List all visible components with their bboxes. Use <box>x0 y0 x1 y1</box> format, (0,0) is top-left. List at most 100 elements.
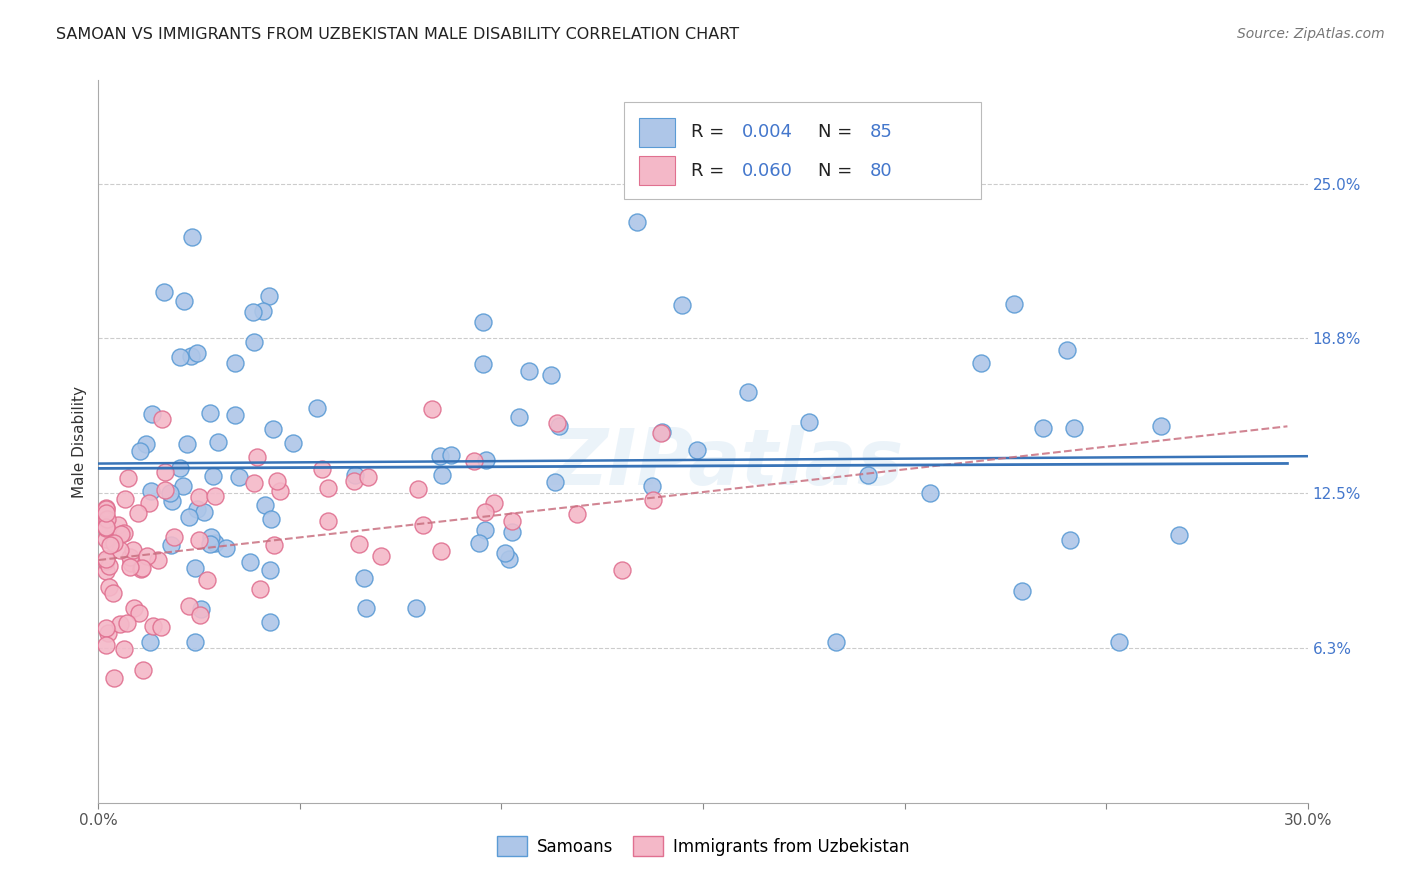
Point <box>188 608 211 623</box>
Point <box>190 602 212 616</box>
Point <box>540 368 562 383</box>
Point <box>135 549 157 563</box>
Point <box>474 505 496 519</box>
Point <box>207 435 229 450</box>
Point <box>565 507 588 521</box>
Point <box>259 563 281 577</box>
Point <box>356 601 378 615</box>
Point <box>186 502 208 516</box>
Point <box>254 498 277 512</box>
Point <box>626 215 648 229</box>
Point <box>246 450 269 464</box>
Point <box>179 510 201 524</box>
Point <box>430 543 453 558</box>
Point <box>472 315 495 329</box>
Point <box>103 671 125 685</box>
Point <box>98 580 121 594</box>
Point <box>498 551 520 566</box>
Text: Source: ZipAtlas.com: Source: ZipAtlas.com <box>1237 27 1385 41</box>
Point <box>96 500 118 515</box>
Point <box>1168 528 1191 542</box>
Point <box>96 521 118 535</box>
Point <box>117 471 139 485</box>
Point <box>141 407 163 421</box>
Point <box>546 416 568 430</box>
Text: 0.060: 0.060 <box>742 161 793 179</box>
Text: N =: N = <box>818 161 858 179</box>
Point <box>96 554 118 568</box>
Point <box>202 468 225 483</box>
Text: 80: 80 <box>870 161 893 179</box>
Point <box>96 512 118 526</box>
Point <box>269 483 291 498</box>
Point <box>107 518 129 533</box>
Point <box>114 491 136 506</box>
Point <box>129 562 152 576</box>
Text: ZIPatlas: ZIPatlas <box>551 425 903 501</box>
Point <box>858 467 880 482</box>
Point <box>316 514 339 528</box>
Point <box>96 552 118 566</box>
Point <box>121 543 143 558</box>
Point <box>224 409 246 423</box>
Point <box>1063 421 1085 435</box>
Point <box>183 635 205 649</box>
Point <box>118 550 141 565</box>
Point <box>430 467 453 482</box>
Point <box>179 599 201 613</box>
Point <box>198 406 221 420</box>
Point <box>501 525 523 540</box>
Point <box>138 635 160 649</box>
Point <box>343 474 366 488</box>
Point <box>440 448 463 462</box>
Point <box>159 485 181 500</box>
Point <box>311 462 333 476</box>
Text: 85: 85 <box>870 123 893 141</box>
Point <box>266 474 288 488</box>
Point <box>474 524 496 538</box>
Point <box>186 345 208 359</box>
FancyBboxPatch shape <box>638 118 675 147</box>
Point <box>263 538 285 552</box>
Point <box>118 560 141 574</box>
Point <box>316 481 339 495</box>
Legend: Samoans, Immigrants from Uzbekistan: Samoans, Immigrants from Uzbekistan <box>489 830 917 863</box>
Point <box>412 518 434 533</box>
Point <box>163 530 186 544</box>
Point <box>1032 420 1054 434</box>
Point <box>494 546 516 560</box>
Point <box>188 490 211 504</box>
Point <box>1011 584 1033 599</box>
Point <box>96 621 118 635</box>
Point <box>243 335 266 350</box>
Point <box>1059 533 1081 547</box>
Point <box>347 537 370 551</box>
Point <box>173 293 195 308</box>
Text: SAMOAN VS IMMIGRANTS FROM UZBEKISTAN MALE DISABILITY CORRELATION CHART: SAMOAN VS IMMIGRANTS FROM UZBEKISTAN MAL… <box>56 27 740 42</box>
Point <box>1108 635 1130 649</box>
Point <box>243 476 266 491</box>
Point <box>120 556 142 570</box>
Point <box>259 615 281 630</box>
Point <box>475 453 498 467</box>
Point <box>153 285 176 300</box>
Point <box>96 512 118 526</box>
Point <box>96 638 118 652</box>
Point <box>420 401 443 416</box>
Point <box>108 543 131 558</box>
Point <box>508 410 530 425</box>
Y-axis label: Male Disability: Male Disability <box>72 385 87 498</box>
Point <box>257 289 280 303</box>
Point <box>797 415 820 429</box>
Point <box>149 619 172 633</box>
Point <box>463 454 485 468</box>
Point <box>686 443 709 458</box>
Point <box>406 482 429 496</box>
Point <box>153 466 176 480</box>
Point <box>180 349 202 363</box>
FancyBboxPatch shape <box>638 156 675 185</box>
Point <box>353 571 375 585</box>
Point <box>131 561 153 575</box>
Point <box>262 422 284 436</box>
Point <box>127 507 149 521</box>
